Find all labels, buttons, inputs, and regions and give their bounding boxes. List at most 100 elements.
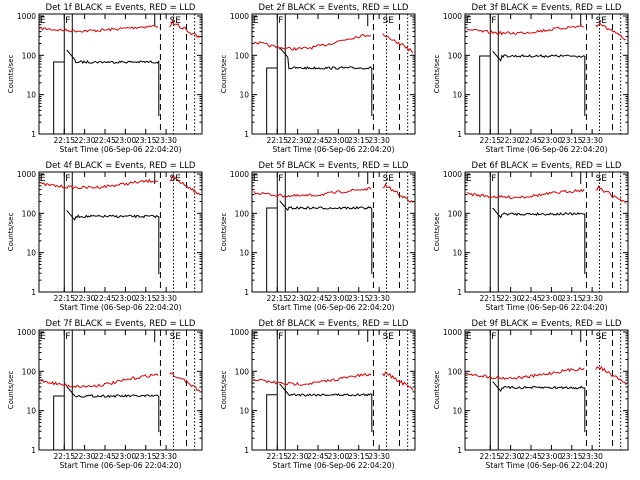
marker-label-e: E — [253, 332, 259, 342]
marker-label-e: E — [40, 16, 46, 26]
plot-frame — [38, 13, 203, 135]
x-tick-label: 22:15 — [266, 136, 288, 145]
y-axis-label: Counts/sec — [7, 371, 15, 410]
marker-label-se: SE — [596, 16, 608, 26]
x-tick-label: 23:00 — [541, 136, 563, 145]
y-tick-label: 100 — [235, 51, 250, 60]
y-tick-label: 1 — [244, 446, 249, 455]
marker-label-e: E — [466, 174, 472, 184]
x-axis-label: Start Time (06-Sep-06 22:04:20) — [60, 303, 182, 312]
chart-panel-1: Det 1f BLACK = Events, RED = LLD Counts/s… — [7, 3, 203, 154]
chart-panel-7: Det 7f BLACK = Events, RED = LLD Counts/s… — [7, 319, 203, 470]
marker-label-f: F — [491, 174, 496, 184]
x-tick-label: 23:15 — [561, 294, 583, 303]
y-tick-label: 10 — [26, 407, 36, 416]
x-tick-label: 23:30 — [368, 452, 390, 461]
lld-series-line — [253, 33, 372, 51]
events-series-line — [492, 207, 586, 274]
x-tick-label: 22:15 — [479, 452, 501, 461]
x-axis-label: Start Time (06-Sep-06 22:04:20) — [273, 461, 395, 470]
plot-frame — [38, 171, 203, 293]
x-tick-label: 22:30 — [500, 294, 522, 303]
x-tick-label: 22:45 — [307, 452, 329, 461]
x-tick-label: 23:00 — [115, 136, 137, 145]
x-tick-label: 23:15 — [135, 136, 157, 145]
marker-label-se: SE — [170, 174, 182, 184]
chart-title: Det 8f BLACK = Events, RED = LLD — [259, 319, 409, 329]
y-tick-label: 1 — [457, 130, 462, 139]
x-tick-label: 22:45 — [307, 136, 329, 145]
marker-label-f: F — [65, 332, 70, 342]
plot-frame — [464, 13, 629, 135]
chart-title: Det 5f BLACK = Events, RED = LLD — [259, 161, 409, 171]
x-tick-label: 23:15 — [348, 136, 370, 145]
y-tick-label: 1 — [31, 130, 36, 139]
x-tick-label: 23:30 — [155, 136, 177, 145]
x-tick-label: 22:15 — [266, 294, 288, 303]
marker-label-f: F — [65, 16, 70, 26]
x-tick-label: 23:30 — [368, 136, 390, 145]
y-tick-label: 1000 — [230, 12, 249, 21]
x-tick-label: 22:30 — [74, 136, 96, 145]
marker-label-e: E — [253, 174, 259, 184]
y-axis-label: Counts/sec — [433, 55, 441, 94]
y-tick-label: 100 — [22, 51, 37, 60]
x-axis-label: Start Time (06-Sep-06 22:04:20) — [486, 145, 608, 154]
chart-title: Det 9f BLACK = Events, RED = LLD — [472, 319, 622, 329]
x-tick-label: 23:30 — [581, 136, 603, 145]
lld-series-line — [169, 175, 201, 196]
y-tick-label: 1000 — [443, 12, 462, 21]
x-tick-label: 23:00 — [328, 136, 350, 145]
y-tick-label: 100 — [22, 209, 37, 218]
y-tick-label: 1000 — [443, 328, 462, 337]
y-tick-label: 1 — [244, 130, 249, 139]
x-tick-label: 23:00 — [328, 294, 350, 303]
events-series-line — [66, 49, 160, 116]
lld-series-line — [40, 178, 159, 190]
chart-title: Det 6f BLACK = Events, RED = LLD — [472, 161, 622, 171]
chart-panel-8: Det 8f BLACK = Events, RED = LLD Counts/s… — [220, 319, 416, 470]
x-tick-label: 23:00 — [115, 452, 137, 461]
lld-series-line — [466, 188, 585, 200]
x-tick-label: 23:15 — [348, 452, 370, 461]
x-tick-label: 22:45 — [94, 452, 116, 461]
y-tick-label: 100 — [235, 367, 250, 376]
y-tick-label: 100 — [448, 51, 463, 60]
events-pre-step — [53, 395, 65, 450]
lld-series-line — [595, 365, 627, 385]
x-axis-label: Start Time (06-Sep-06 22:04:20) — [273, 145, 395, 154]
x-tick-label: 23:30 — [155, 294, 177, 303]
lld-series-line — [466, 24, 585, 36]
plot-frame — [464, 329, 629, 451]
y-tick-label: 10 — [26, 249, 36, 258]
x-tick-label: 23:15 — [135, 294, 157, 303]
marker-label-f: F — [491, 332, 496, 342]
x-tick-label: 22:30 — [74, 294, 96, 303]
lld-series-line — [40, 373, 159, 389]
y-tick-label: 1 — [457, 446, 462, 455]
marker-label-e: E — [253, 16, 259, 26]
x-tick-label: 23:00 — [541, 452, 563, 461]
x-tick-label: 22:15 — [53, 452, 75, 461]
x-axis-label: Start Time (06-Sep-06 22:04:20) — [60, 461, 182, 470]
events-series-line — [66, 210, 160, 274]
x-tick-label: 22:45 — [94, 136, 116, 145]
y-tick-label: 100 — [448, 209, 463, 218]
x-axis-label: Start Time (06-Sep-06 22:04:20) — [60, 145, 182, 154]
plot-frame — [251, 13, 416, 135]
chart-title: Det 4f BLACK = Events, RED = LLD — [46, 161, 196, 171]
y-tick-label: 10 — [239, 249, 249, 258]
events-series-line — [279, 383, 373, 432]
x-tick-label: 22:45 — [94, 294, 116, 303]
y-axis-label: Counts/sec — [433, 371, 441, 410]
chart-panel-6: Det 6f BLACK = Events, RED = LLD Counts/s… — [433, 161, 629, 312]
marker-label-se: SE — [383, 174, 395, 184]
events-pre-step — [266, 67, 278, 134]
plot-frame — [251, 171, 416, 293]
y-tick-label: 1 — [31, 288, 36, 297]
marker-label-se: SE — [596, 332, 608, 342]
marker-label-e: E — [40, 174, 46, 184]
lld-series-line — [382, 33, 414, 54]
lld-series-line — [595, 22, 627, 41]
lld-series-line — [382, 371, 414, 391]
